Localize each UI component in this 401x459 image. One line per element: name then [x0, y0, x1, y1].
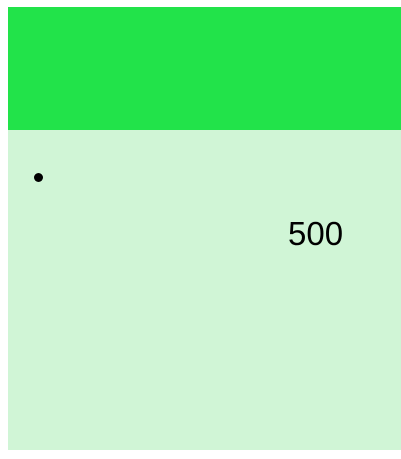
content-panel [8, 130, 401, 450]
header-bar [8, 7, 401, 130]
value-text: 500 [288, 215, 344, 252]
list-bullet [34, 173, 43, 182]
